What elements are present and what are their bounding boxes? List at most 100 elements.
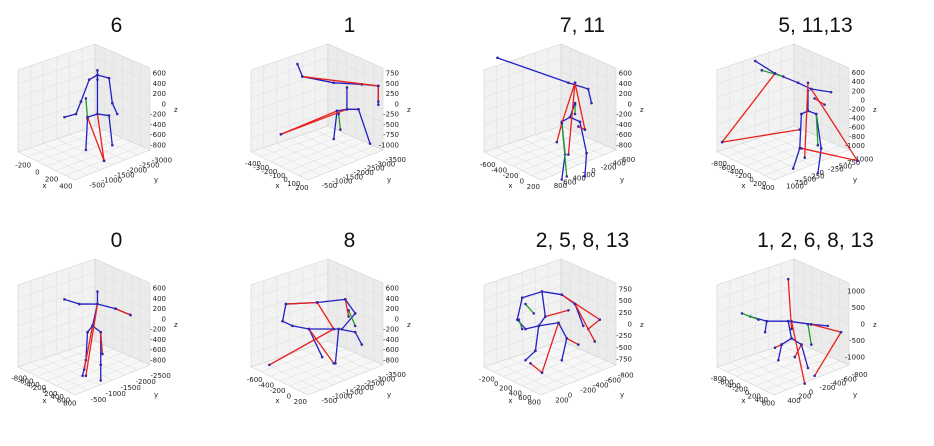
bone-segment bbox=[80, 79, 90, 103]
joint-marker bbox=[781, 75, 785, 78]
joint-marker bbox=[560, 358, 564, 362]
joint-marker bbox=[102, 159, 106, 163]
x-tick-label: 200 bbox=[748, 392, 761, 400]
subplot-2: 1 750 500 250 0 -250 -500 -750 -1000 z -400 -300 -2… bbox=[233, 0, 466, 223]
joint-marker bbox=[829, 90, 833, 94]
y-tick-label: -200 bbox=[820, 384, 836, 392]
x-axis-label: x bbox=[741, 397, 745, 405]
joint-marker bbox=[568, 115, 572, 119]
joint-marker bbox=[115, 112, 119, 116]
subplot-title: 8 bbox=[343, 229, 356, 252]
joint-marker bbox=[353, 312, 357, 315]
joint-marker bbox=[786, 277, 790, 281]
joint-marker bbox=[63, 115, 66, 119]
bone-segment bbox=[268, 328, 335, 366]
joint-marker bbox=[790, 327, 793, 331]
bone-segment bbox=[108, 114, 113, 146]
joint-marker bbox=[826, 324, 830, 328]
z-tick-label: 0 bbox=[861, 96, 865, 104]
bone-segment bbox=[529, 362, 543, 374]
x-tick-label: 0 bbox=[745, 389, 749, 397]
bone-segment bbox=[85, 97, 89, 120]
joint-marker bbox=[773, 346, 777, 350]
joint-marker bbox=[99, 363, 103, 367]
z-tick-label: -600 bbox=[150, 346, 166, 354]
y-tick-label: 200 bbox=[582, 171, 595, 179]
z-axis-label: z bbox=[640, 321, 644, 329]
bone-segment bbox=[111, 102, 118, 115]
bone-segment bbox=[296, 63, 304, 78]
joint-marker bbox=[345, 108, 349, 111]
bone-segment bbox=[574, 82, 586, 131]
z-tick-label: -750 bbox=[616, 356, 632, 364]
joint-marker bbox=[583, 128, 587, 131]
z-tick-label: 0 bbox=[628, 100, 632, 108]
subplot-title: 1 bbox=[343, 14, 356, 37]
y-tick-label: -800 bbox=[618, 372, 634, 380]
z-tick-label: -800 bbox=[849, 133, 865, 141]
bone-segment bbox=[541, 290, 563, 296]
y-tick-label: -2000 bbox=[354, 384, 374, 392]
joint-marker bbox=[760, 69, 764, 72]
bone-segment bbox=[566, 337, 579, 346]
x-tick-label: 0 bbox=[287, 393, 291, 401]
x-tick-label: -600 bbox=[247, 376, 263, 384]
plot-3d: 6004002000-200-400-600-800-1000z-800-600… bbox=[711, 43, 877, 192]
z-tick-label: 600 bbox=[153, 70, 166, 78]
z-tick-label: 400 bbox=[386, 295, 399, 303]
gridline bbox=[17, 272, 151, 299]
y-tick-label: -3000 bbox=[375, 375, 395, 383]
y-tick-label: -3500 bbox=[386, 371, 406, 379]
joint-marker bbox=[82, 368, 86, 371]
x-axis-label: x bbox=[42, 182, 46, 190]
bone-segment bbox=[347, 309, 356, 327]
y-tick-label: 600 bbox=[563, 178, 576, 186]
y-tick-label: -1000 bbox=[332, 393, 352, 401]
joint-marker bbox=[496, 56, 499, 60]
z-tick-label: -600 bbox=[616, 131, 632, 139]
joint-marker bbox=[114, 307, 117, 311]
y-axis-label: y bbox=[620, 391, 624, 399]
bone-segment bbox=[561, 294, 601, 321]
z-tick-label: 1000 bbox=[847, 288, 865, 296]
bone-segment bbox=[800, 147, 859, 162]
z-tick-label: 0 bbox=[861, 321, 865, 329]
joint-marker bbox=[577, 125, 580, 128]
z-tick-label: 0 bbox=[162, 100, 166, 108]
y-tick-label: -2500 bbox=[139, 162, 159, 170]
joint-marker bbox=[720, 140, 724, 144]
y-axis-label: y bbox=[387, 391, 391, 399]
bone-segment bbox=[496, 57, 570, 84]
bone-segment bbox=[341, 312, 356, 330]
z-axis-label: z bbox=[640, 106, 644, 114]
z-tick-label: 500 bbox=[852, 304, 865, 312]
bone-segment bbox=[285, 301, 318, 305]
joint-marker bbox=[524, 327, 527, 331]
joint-marker bbox=[810, 87, 813, 91]
joint-marker bbox=[347, 315, 350, 318]
y-tick-label: -1000 bbox=[106, 390, 126, 398]
z-tick-label: 750 bbox=[386, 70, 399, 78]
bone-segment bbox=[567, 82, 576, 156]
bone-segment bbox=[815, 113, 819, 146]
joint-marker bbox=[79, 100, 83, 103]
joint-marker bbox=[96, 112, 99, 116]
x-tick-label: 400 bbox=[509, 389, 522, 397]
bone-segment bbox=[541, 290, 546, 318]
bone-segment bbox=[316, 301, 335, 330]
x-tick-label: 800 bbox=[528, 399, 541, 407]
x-tick-label: -200 bbox=[503, 172, 519, 180]
gridline bbox=[82, 345, 138, 371]
z-tick-label: -600 bbox=[383, 346, 399, 354]
y-tick-label: 250 bbox=[811, 172, 824, 180]
joint-marker bbox=[360, 343, 364, 346]
joint-marker bbox=[332, 137, 336, 141]
bone-segment bbox=[354, 331, 363, 346]
joint-marker bbox=[773, 72, 777, 75]
bone-segment bbox=[561, 337, 568, 361]
joint-marker bbox=[573, 302, 577, 306]
joint-marker bbox=[345, 86, 349, 89]
y-tick-label: 0 bbox=[591, 167, 595, 175]
bone-segment bbox=[281, 303, 287, 322]
bone-segment bbox=[100, 331, 104, 355]
